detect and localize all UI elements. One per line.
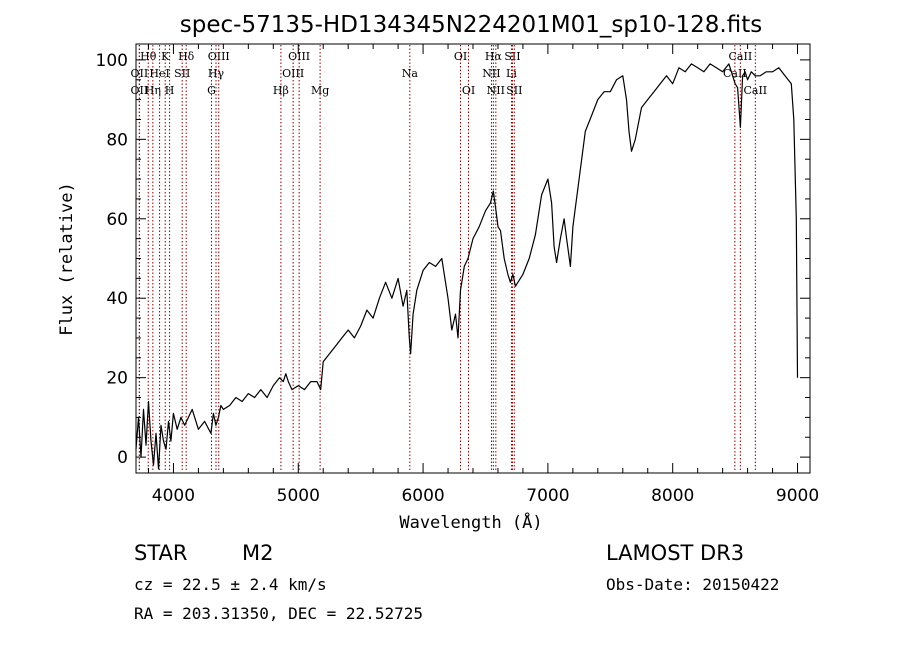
- line-label-3: Hη: [145, 84, 161, 97]
- y-tick-label-80: 80: [106, 130, 128, 150]
- line-label-2: OII: [131, 84, 149, 97]
- x-axis: 4000 5000 6000 7000 8000 9000: [147, 44, 819, 506]
- line-label-12: Hβ: [273, 84, 289, 97]
- line-label-9: G: [207, 84, 216, 97]
- line-label-22: Li: [506, 67, 517, 80]
- line-label-27: CaII: [743, 84, 767, 97]
- line-label-5: K: [161, 50, 170, 63]
- redshift-cz: cz = 22.5 ± 2.4 km/s: [134, 575, 327, 594]
- line-label-14: OIII: [288, 50, 310, 63]
- x-tick-label-8000: 8000: [651, 486, 694, 506]
- object-subclass: M2: [242, 541, 273, 565]
- line-label-6: H: [165, 84, 175, 97]
- line-label-13: OIII: [282, 67, 304, 80]
- line-label-19: NII: [482, 67, 500, 80]
- y-tick-label-20: 20: [106, 369, 128, 389]
- spectrum-series: [135, 63, 799, 470]
- line-label-4: HeI: [149, 67, 169, 80]
- line-label-10: Hγ: [208, 67, 225, 80]
- line-label-16: Na: [402, 67, 419, 80]
- ra-dec: RA = 203.31350, DEC = 22.52725: [134, 604, 423, 623]
- survey-name: LAMOST DR3: [606, 541, 744, 565]
- line-label-23: SII: [504, 50, 520, 63]
- chart-title: spec-57135-HD134345N224201M01_sp10-128.f…: [180, 12, 762, 38]
- line-label-21: NII: [487, 84, 505, 97]
- y-tick-label-0: 0: [117, 448, 128, 468]
- y-axis: 0 20 40 60 80 100: [96, 51, 810, 468]
- y-tick-label-40: 40: [106, 289, 128, 309]
- line-label-7: SII: [174, 67, 190, 80]
- y-tick-label-100: 100: [96, 51, 128, 71]
- line-label-17: OI: [454, 50, 467, 63]
- x-tick-label-7000: 7000: [526, 486, 569, 506]
- line-label-26: CaII: [729, 50, 753, 63]
- line-label-15: Mg: [311, 84, 329, 97]
- line-label-24: SII: [506, 84, 522, 97]
- line-label-8: Hδ: [178, 50, 195, 63]
- line-label-20: Hα: [485, 50, 503, 63]
- line-label-0: Hθ: [140, 50, 157, 63]
- x-axis-label: Wavelength (Å): [399, 511, 542, 533]
- line-label-18: OI: [462, 84, 475, 97]
- spectrum-line: [135, 63, 799, 470]
- x-tick-label-5000: 5000: [277, 486, 320, 506]
- line-label-11: OIII: [208, 50, 230, 63]
- y-tick-label-60: 60: [106, 210, 128, 230]
- obs-date: Obs-Date: 20150422: [606, 575, 779, 594]
- x-tick-label-6000: 6000: [401, 486, 444, 506]
- line-label-25: CaII: [723, 67, 747, 80]
- plot-frame: [135, 43, 811, 474]
- y-axis-label: Flux (relative): [57, 182, 77, 336]
- x-tick-label-4000: 4000: [152, 486, 195, 506]
- object-class: STAR: [134, 541, 187, 565]
- x-tick-label-9000: 9000: [776, 486, 819, 506]
